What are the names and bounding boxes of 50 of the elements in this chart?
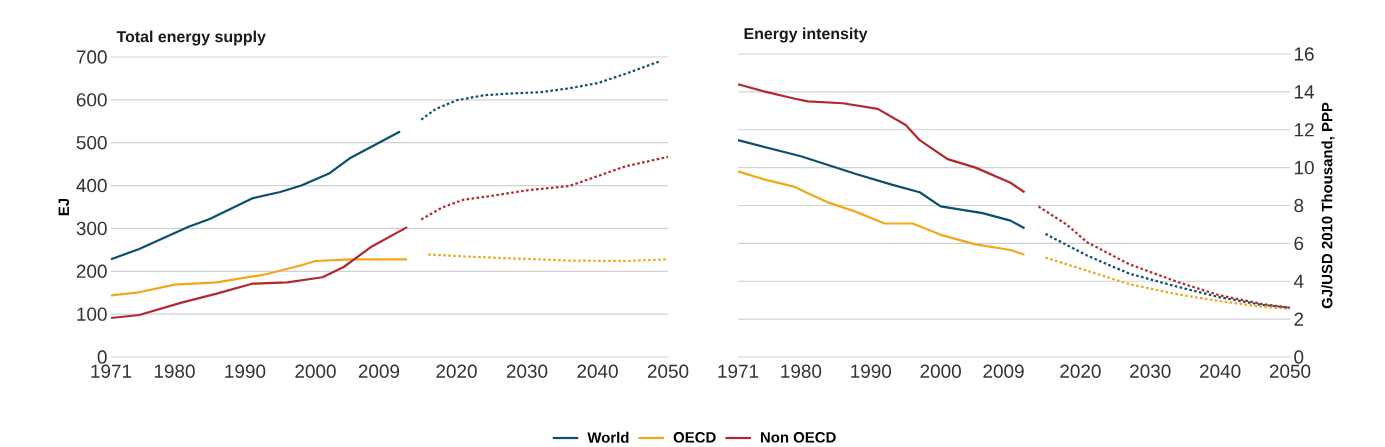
legend-label: Non OECD — [760, 432, 836, 443]
y-tick-label: 0 — [97, 350, 107, 364]
x-tick-label: 2000 — [295, 364, 336, 378]
x-tick-label: 2009 — [358, 364, 400, 378]
x-tick-label: 1980 — [781, 364, 822, 378]
x-tick-label: 2050 — [647, 364, 689, 378]
line-series — [736, 83, 1026, 194]
y-tick-label: 700 — [76, 50, 107, 64]
y-tick-label: 100 — [77, 307, 107, 321]
x-tick-label: 1990 — [851, 364, 892, 378]
y-tick-label: 600 — [76, 93, 107, 107]
x-tick-label: 2030 — [1130, 364, 1171, 378]
line-series — [1044, 256, 1292, 310]
line-series — [736, 170, 1026, 256]
x-tick-label: 1971 — [91, 364, 132, 378]
y-tick-label: 8 — [1294, 198, 1304, 213]
line-series — [420, 155, 670, 221]
y-tick-label: 400 — [76, 178, 107, 193]
y-tick-label: 300 — [76, 221, 107, 236]
x-tick-label: 2040 — [577, 364, 618, 378]
chart-title: Total energy supply — [116, 30, 266, 46]
x-tick-label: 1990 — [225, 364, 266, 378]
y-tick-label: 10 — [1294, 160, 1314, 175]
y-tick-label: 16 — [1294, 47, 1314, 61]
chart-title: Energy intensity — [744, 27, 868, 43]
line-series — [1044, 232, 1292, 309]
x-tick-label: 2009 — [983, 364, 1024, 378]
legend-label: OECD — [673, 432, 716, 443]
line-series — [109, 130, 402, 261]
legend-label: World — [587, 431, 629, 443]
y-tick-label: 6 — [1294, 236, 1304, 251]
x-tick-label: 2040 — [1200, 364, 1241, 378]
x-tick-label: 1971 — [718, 364, 759, 378]
y-tick-label: 2 — [1294, 312, 1304, 326]
y-tick-label: 12 — [1294, 123, 1314, 137]
y-axis-title: GJ/USD 2010 Thousand, PPP — [1321, 102, 1335, 309]
x-tick-label: 1980 — [154, 364, 195, 378]
x-tick-label: 2020 — [436, 364, 477, 378]
line-series — [736, 139, 1026, 230]
y-tick-label: 4 — [1293, 274, 1304, 288]
y-tick-label: 200 — [76, 264, 107, 278]
y-tick-label: 500 — [76, 136, 107, 150]
y-tick-label: 0 — [1294, 350, 1304, 364]
x-tick-label: 2030 — [506, 364, 548, 378]
line-series — [109, 226, 409, 320]
x-tick-label: 2050 — [1269, 364, 1311, 378]
y-axis-title: EJ — [58, 198, 70, 216]
x-tick-label: 2000 — [920, 364, 961, 378]
y-tick-label: 14 — [1294, 85, 1315, 99]
x-tick-label: 2020 — [1060, 364, 1101, 378]
